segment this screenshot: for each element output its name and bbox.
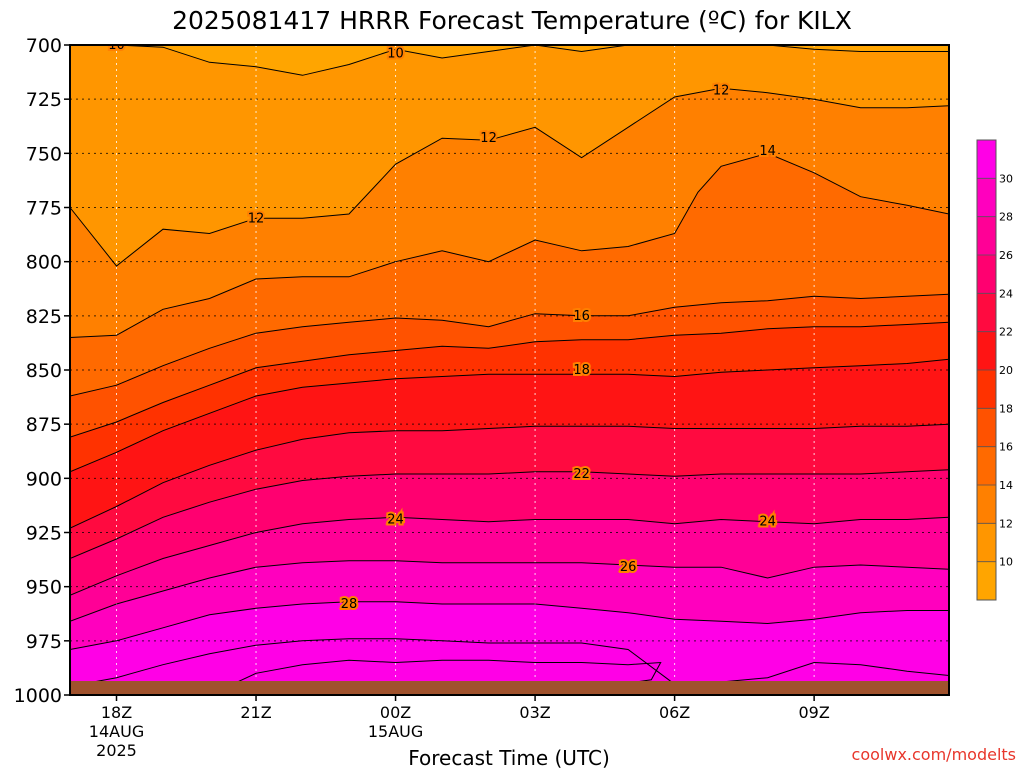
colorbar-swatch [977, 370, 996, 409]
x-tick-date: 15AUG [368, 722, 423, 741]
contour-10 [70, 45, 949, 76]
contour-label-22: 22 [573, 467, 590, 482]
contour-22 [70, 423, 949, 529]
colorbar-label: 14 [999, 479, 1013, 492]
band-below-12 [70, 45, 949, 266]
contour-label-12: 12 [480, 131, 497, 146]
colorbar-swatch [977, 485, 996, 524]
colorbar-swatch [977, 446, 996, 486]
x-tick-year: 2025 [96, 741, 137, 760]
colorbar-swatch [977, 331, 996, 371]
colorbar-label: 18 [999, 402, 1013, 415]
x-axis-label: Forecast Time (UTC) [408, 746, 610, 768]
colorbar: 10 12 14 16 18 20 22 24 26 28 30 [976, 139, 1013, 601]
colorbar-swatch [977, 255, 996, 294]
contour-18 [70, 321, 949, 438]
contour-label-24: 24 [759, 515, 776, 530]
colorbar-label: 30 [999, 172, 1013, 185]
x-tick-label: 03Z [519, 703, 550, 722]
contour-label-28: 28 [341, 597, 358, 612]
colorbar-swatch [977, 140, 996, 179]
x-tick-date: 14AUG [89, 722, 144, 741]
colorbar-swatch [977, 561, 996, 601]
x-tick-label: 21Z [240, 703, 271, 722]
contour-label-18: 18 [573, 363, 590, 378]
contour-30 [70, 601, 949, 650]
y-tick-label: 925 [26, 523, 62, 545]
grid-lines [70, 45, 949, 695]
colorbar-swatch [977, 216, 996, 256]
y-tick-label: 800 [26, 252, 62, 274]
contour-32 [70, 638, 949, 687]
colorbar-label: 28 [999, 211, 1013, 224]
contour-12 [70, 87, 949, 267]
colorbar-swatch [977, 178, 996, 218]
colorbar-label: 26 [999, 249, 1013, 262]
contour-24 [70, 469, 949, 559]
y-tick-label: 750 [26, 143, 62, 165]
contour-label-14: 14 [759, 144, 776, 159]
contour-20 [70, 358, 949, 473]
contour-label-24: 24 [387, 513, 404, 528]
y-tick-label: 850 [26, 360, 62, 382]
colorbar-label: 10 [999, 556, 1013, 569]
contour-lines [70, 45, 949, 687]
contour-label-10: 10 [387, 47, 404, 62]
y-tick-label: 1000 [14, 685, 62, 707]
x-tick-label: 18Z [101, 703, 132, 722]
ground-strip [70, 681, 949, 695]
contour-label-26: 26 [620, 560, 637, 575]
colorbar-label: 22 [999, 326, 1013, 339]
y-tick-label: 950 [26, 577, 62, 599]
contour-26 [70, 516, 949, 596]
plot-area: 10 10 12 12 14 12 16 18 22 24 24 26 28 [70, 38, 949, 695]
contour-label-16: 16 [573, 309, 590, 324]
y-tick-label: 875 [26, 414, 62, 436]
colorbar-label: 16 [999, 441, 1013, 454]
y-tick-label: 900 [26, 468, 62, 490]
credit-link[interactable]: coolwx.com/modelts [852, 745, 1016, 764]
colorbar-swatch [977, 408, 996, 448]
contour-label-10: 10 [108, 38, 125, 53]
contour-label-12: 12 [248, 211, 265, 226]
y-tick-label: 975 [26, 631, 62, 653]
contour-14 [70, 152, 949, 338]
contour-28 [70, 560, 949, 622]
contour-16 [70, 293, 949, 397]
y-tick-label: 725 [26, 89, 62, 111]
chart-title: 2025081417 HRRR Forecast Temperature (ºC… [172, 6, 852, 35]
colorbar-label: 24 [999, 287, 1013, 300]
x-tick-label: 09Z [798, 703, 829, 722]
colorbar-label: 12 [999, 517, 1013, 530]
colorbar-label: 20 [999, 364, 1013, 377]
y-tick-label: 825 [26, 306, 62, 328]
temperature-bands [70, 45, 949, 695]
colorbar-swatch [977, 523, 996, 563]
contour-label-12: 12 [713, 84, 730, 99]
y-tick-label: 700 [26, 35, 62, 57]
band-below-10 [70, 45, 949, 76]
contour-labels: 10 10 12 12 14 12 16 18 22 24 24 26 28 [106, 38, 778, 614]
x-tick-label: 06Z [659, 703, 690, 722]
x-tick-label: 00Z [380, 703, 411, 722]
y-axis: 700 725 750 775 800 825 850 875 900 925 950 975 1000 [14, 35, 70, 707]
colorbar-swatch [977, 293, 996, 333]
y-tick-label: 775 [26, 198, 62, 220]
